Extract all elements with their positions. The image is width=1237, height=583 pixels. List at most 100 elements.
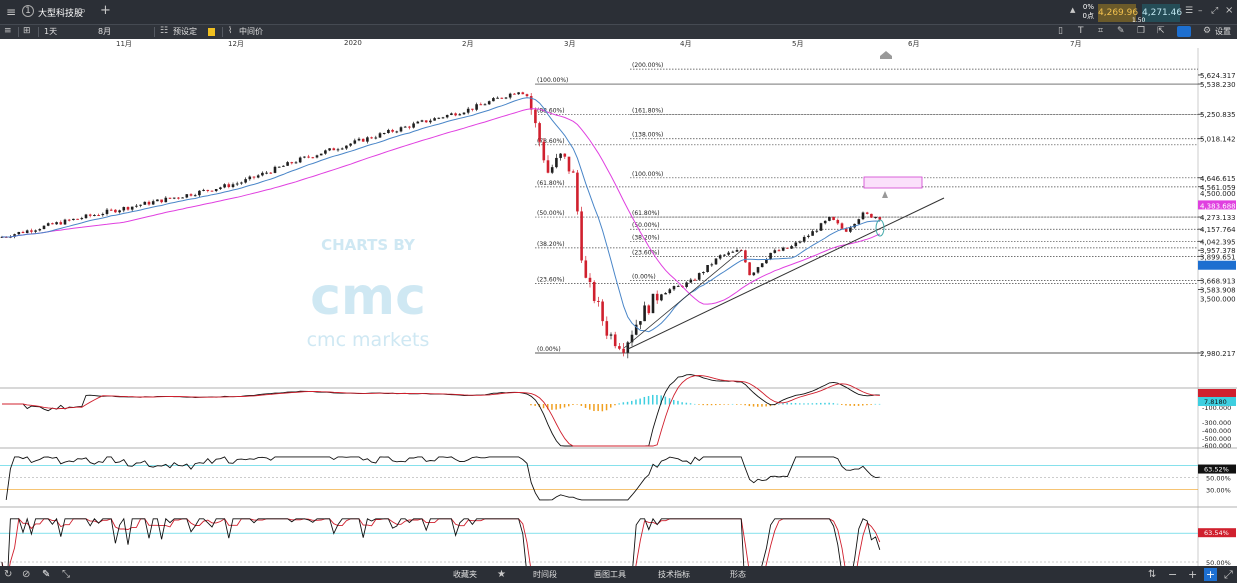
instrument-name[interactable]: 大型科技股 <box>38 9 84 19</box>
candle-body <box>17 231 21 235</box>
star-icon[interactable]: ★ <box>497 569 506 580</box>
sell-price-button[interactable]: 4,269.96 <box>1098 4 1138 22</box>
candle-body <box>639 321 642 325</box>
target-zone[interactable] <box>863 176 923 189</box>
instrument-number-badge: 1 <box>22 5 34 17</box>
macd-axis-label: -600.000 <box>1202 442 1231 450</box>
zoom-in-icon[interactable]: + <box>1188 568 1198 581</box>
candle-body <box>168 197 172 199</box>
candle-body <box>408 126 411 128</box>
macd-histogram-bar <box>647 396 650 405</box>
timeframe-select[interactable]: 1天 <box>44 27 58 36</box>
candle-body <box>605 321 609 336</box>
candle-body <box>345 145 348 149</box>
candle-body <box>672 286 676 290</box>
scroll-marker-icon[interactable] <box>880 51 892 59</box>
candle-body <box>865 212 869 214</box>
drawing-tools-button[interactable]: 画图工具 <box>594 570 626 579</box>
minimize-icon[interactable]: – <box>1198 6 1203 16</box>
favorites-button[interactable]: 收藏夹 <box>453 570 477 579</box>
candle-body <box>727 252 730 255</box>
candle-body <box>420 120 424 122</box>
panel-icon[interactable]: ▯ <box>1058 26 1063 36</box>
macd-histogram-bar <box>870 404 872 405</box>
stoch-axis-label: 50.00% <box>1206 559 1231 566</box>
middle-price-button[interactable]: 中间价 <box>239 27 263 36</box>
candle-body <box>349 143 352 146</box>
patterns-button[interactable]: 形态 <box>730 570 746 579</box>
candle-body <box>164 197 168 203</box>
candle-body <box>550 167 554 173</box>
close-icon[interactable]: × <box>1225 5 1234 16</box>
presets-button[interactable]: 预设定 <box>173 27 197 36</box>
list-icon[interactable]: ☰ <box>1185 6 1194 16</box>
layers-icon[interactable]: ❐ <box>1137 26 1146 36</box>
candle-body <box>206 189 210 191</box>
candle-body <box>823 220 827 224</box>
chart-mode-toggle[interactable] <box>1177 26 1191 37</box>
search-icon[interactable]: ⌕ <box>80 4 87 17</box>
fit-icon[interactable]: ⇅ <box>1148 569 1157 580</box>
grid-layout-icon[interactable]: ⊞ <box>23 26 31 36</box>
candle-body <box>563 153 567 157</box>
text-tool-icon[interactable]: T <box>1078 26 1084 36</box>
candle-body <box>412 123 415 128</box>
candle-body <box>861 212 865 220</box>
fib-retracement-label: (88.60%) <box>537 107 565 114</box>
macd-histogram-bar <box>857 404 860 406</box>
drawing-tool-icon[interactable]: ✎ <box>1117 26 1125 36</box>
candle-body <box>479 104 483 106</box>
time-period-button[interactable]: 时间段 <box>533 570 557 579</box>
pencil-icon[interactable]: ✎ <box>42 569 51 580</box>
gear-icon[interactable]: ⚙ <box>1203 26 1212 36</box>
macd-histogram-bar <box>559 404 562 409</box>
settings-button[interactable]: 设置 <box>1215 27 1231 36</box>
price-axis-label: 2,980.217 <box>1200 350 1236 358</box>
crosshair-toggle[interactable]: + <box>1204 568 1217 581</box>
month-select[interactable]: 8月 <box>98 27 112 36</box>
candle-body <box>844 228 848 232</box>
candle-body <box>689 279 693 283</box>
bar-type-icon[interactable] <box>208 28 215 36</box>
macd-histogram-bar <box>580 404 583 406</box>
fib-extension-label: (138.00%) <box>632 132 663 139</box>
expand-icon[interactable]: ⤢ <box>1224 568 1233 581</box>
candle-body <box>101 213 105 216</box>
zoom-out-icon[interactable]: − <box>1168 568 1178 581</box>
crosshair-icon[interactable]: ⌗ <box>1098 26 1104 36</box>
stoch-k-line <box>1 517 881 566</box>
buy-price-button[interactable]: 4,271.46 <box>1142 4 1182 22</box>
highlight-ellipse[interactable] <box>875 219 885 237</box>
candle-body <box>109 209 113 211</box>
block-icon[interactable]: ⊘ <box>22 569 31 580</box>
fib-extension-label: (50.00%) <box>632 222 660 229</box>
candle-body <box>571 171 575 173</box>
candle-body <box>651 293 655 314</box>
fib-retracement-label: (23.60%) <box>537 277 565 284</box>
maximize-icon[interactable]: ⤢ <box>1211 6 1219 16</box>
candle-body <box>643 305 646 322</box>
candle-body <box>240 182 243 184</box>
candle-body <box>517 92 520 95</box>
ma-slow-line <box>1 108 880 305</box>
price-chart[interactable]: (100.00%) (88.60%) (78.60%) (61.80%) (50.00%… <box>0 48 1237 566</box>
export-icon[interactable]: ⇱ <box>1157 26 1165 36</box>
tech-indicators-button[interactable]: 技术指标 <box>658 570 690 579</box>
candle-body <box>59 222 63 225</box>
macd-histogram-bar <box>803 403 805 405</box>
magnet-icon[interactable]: ⤡ <box>62 569 70 580</box>
candle-body <box>760 263 764 268</box>
hamburger-icon[interactable]: ≡ <box>4 26 12 36</box>
macd-histogram-bar <box>765 404 767 407</box>
candle-body <box>80 218 84 220</box>
candle-body <box>30 230 33 232</box>
trend-line[interactable] <box>627 197 945 350</box>
refresh-icon[interactable]: ↻ <box>4 569 13 580</box>
add-tab-icon[interactable]: + <box>100 3 111 18</box>
macd-histogram-bar <box>668 398 671 405</box>
macd-histogram-bar <box>547 404 549 410</box>
menu-icon[interactable]: ≡ <box>6 5 17 19</box>
trend-line-2[interactable] <box>623 249 743 349</box>
candle-body <box>76 218 79 220</box>
candle-body <box>588 277 592 283</box>
